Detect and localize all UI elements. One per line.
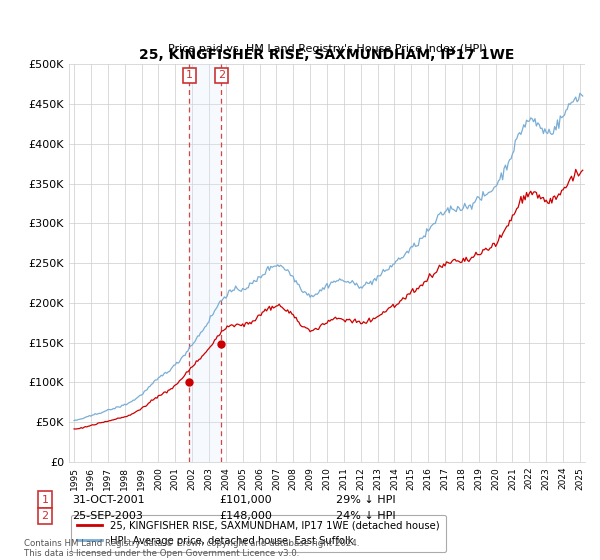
Bar: [189, 64, 221, 462]
Text: 2: 2: [218, 71, 225, 81]
Text: 24% ↓ HPI: 24% ↓ HPI: [336, 511, 395, 521]
Legend: 25, KINGFISHER RISE, SAXMUNDHAM, IP17 1WE (detached house), HPI: Average price, : 25, KINGFISHER RISE, SAXMUNDHAM, IP17 1W…: [71, 515, 446, 552]
Text: 29% ↓ HPI: 29% ↓ HPI: [336, 494, 395, 505]
Text: 31-OCT-2001: 31-OCT-2001: [72, 494, 145, 505]
Text: £101,000: £101,000: [219, 494, 272, 505]
Text: Price paid vs. HM Land Registry's House Price Index (HPI): Price paid vs. HM Land Registry's House …: [167, 44, 487, 54]
Title: 25, KINGFISHER RISE, SAXMUNDHAM, IP17 1WE: 25, KINGFISHER RISE, SAXMUNDHAM, IP17 1W…: [139, 48, 515, 62]
Text: 1: 1: [41, 494, 49, 505]
Text: £148,000: £148,000: [219, 511, 272, 521]
Text: Contains HM Land Registry data © Crown copyright and database right 2024.
This d: Contains HM Land Registry data © Crown c…: [24, 539, 359, 558]
Text: 25-SEP-2003: 25-SEP-2003: [72, 511, 143, 521]
Text: 1: 1: [186, 71, 193, 81]
Text: 2: 2: [41, 511, 49, 521]
